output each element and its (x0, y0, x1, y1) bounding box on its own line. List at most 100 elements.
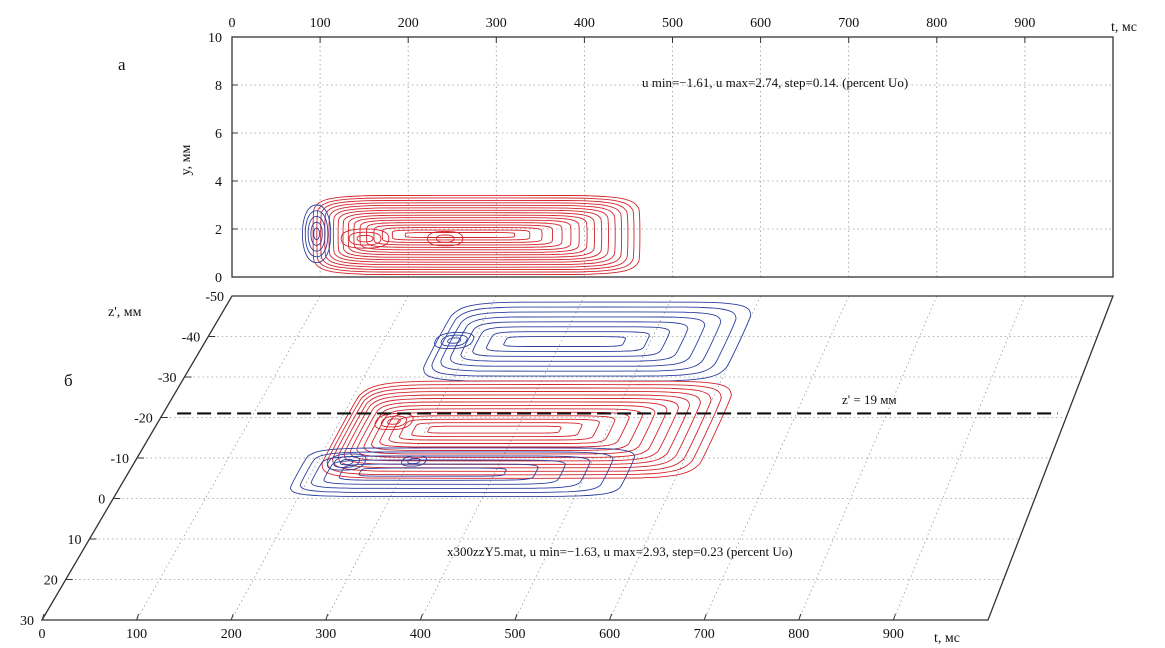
panel-a-x-axis-title: t, мс (1111, 20, 1137, 35)
panel-a-x-tick-label: 100 (310, 16, 331, 31)
panel-a-positive-core (356, 234, 374, 243)
panel-a-y-axis-title: y, мм (179, 144, 194, 175)
panel-b-positive-contour (427, 425, 562, 434)
panel-a-positive-contour (332, 207, 609, 263)
panel-b-x-tick (230, 613, 234, 621)
panel-b-grid-line-t (514, 295, 673, 621)
panel-a-positive-contour (404, 232, 516, 238)
panel-b-lower-negative-contour (338, 463, 539, 481)
panel-b-x-tick-label: 0 (39, 627, 46, 642)
panel-a-x-tick-label: 700 (838, 16, 859, 31)
panel-a-positive-contour (391, 229, 531, 241)
panel-a-positive-core (340, 228, 390, 249)
panel-b-y-tick-label: -30 (158, 371, 177, 386)
panel-b-positive-contour (411, 422, 583, 438)
panel-b-y-tick-label: -10 (110, 452, 129, 467)
panel-a-positive-contour (320, 199, 629, 271)
panel-b-y-tick-label: -40 (182, 331, 201, 346)
panel-b-x-tick (419, 613, 423, 621)
panel-a-positive-core (348, 231, 382, 246)
panel-a-negative-contour (310, 221, 323, 246)
panel-b-x-tick (703, 613, 707, 621)
panel-a-x-tick-label: 0 (229, 16, 236, 31)
panel-a-positive-contour (347, 214, 588, 256)
panel-b-upper-negative-contour (503, 336, 627, 347)
panel-a-positive-contour (353, 217, 580, 253)
panel-b-frame (40, 295, 1114, 621)
panel-b-x-tick (136, 613, 140, 621)
panel-a-positive-contour (316, 197, 635, 273)
panel-b-contours (289, 301, 752, 497)
panel-b-upper-negative-contour (472, 326, 671, 357)
panel-a-positive-core (427, 230, 464, 247)
panel-b-lower-negative-contour (299, 451, 614, 493)
panel-b-x-tick (41, 613, 45, 621)
panel-a-annotation: u min=−1.61, u max=2.74, step=0.14. (per… (642, 75, 908, 90)
panel-b-negative-core (440, 334, 468, 347)
panel-b-positive-contour (398, 418, 600, 441)
panel-b-positive-core (387, 418, 401, 425)
panel-b-positive-contour (363, 404, 656, 455)
panel-a-positive-contour (337, 209, 603, 261)
panel-a-y-tick-label: 0 (215, 271, 222, 286)
panel-b-grid (65, 295, 1098, 621)
panel-a-negative-contour (302, 204, 332, 264)
panel-b-grid-line-t (893, 295, 1026, 621)
panel-b-x-tick (514, 613, 518, 621)
panel-b-x-tick-label: 500 (505, 627, 526, 642)
panel-a-positive-contour (359, 219, 572, 251)
panel-a-x-tick-label: 400 (574, 16, 595, 31)
panel-b-x-tick-label: 700 (694, 627, 715, 642)
panel-b-negative-core (339, 458, 354, 466)
panel-b-x-tick-label: 800 (788, 627, 809, 642)
panel-a-x-tick-label: 900 (1014, 16, 1035, 31)
panel-b-lower-negative-contour (323, 459, 566, 485)
panel-b-x-tick-label: 900 (883, 627, 904, 642)
panel-a-y-tick-label: 6 (215, 127, 222, 142)
panel-a-x-tick-label: 500 (662, 16, 683, 31)
panel-b-positive-contour (349, 397, 680, 462)
panel-b-lower-negative-contour (289, 447, 636, 497)
panel-b-negative-core (434, 331, 475, 350)
panel-b-x-axis-title: t, мс (934, 631, 960, 646)
panel-b-grid-line-t (420, 295, 585, 621)
panel-b-grid-line-t (703, 295, 850, 621)
panel-a-y-tick-label: 2 (215, 223, 222, 238)
panel-a-positive-contour (366, 222, 563, 248)
panel-b-x-tick (892, 613, 896, 621)
panel-b-grid-line-t (798, 295, 938, 621)
panel-b-positive-contour (370, 408, 643, 451)
panel-a-negative-contour (307, 216, 326, 252)
panel-b-positive-contour (326, 384, 722, 476)
panel-b-upper-negative-contour (485, 331, 650, 352)
panel-a-positive-contour (312, 194, 641, 276)
panel-b-y-tick-label: 20 (44, 574, 58, 589)
panel-b-x-tick-label: 200 (221, 627, 242, 642)
panel-b-y-tick-label: -20 (134, 412, 153, 427)
panel-b-letter: б (64, 371, 73, 390)
panel-b-upper-negative-contour (449, 316, 706, 367)
panel-b-x-tick-label: 600 (599, 627, 620, 642)
panel-b-negative-core (401, 455, 427, 467)
reference-line-label: z' = 19 мм (842, 392, 897, 407)
panel-b-negative-core (447, 337, 462, 344)
panel-a-ticks: 0 100 200 300 400 500 600 700 800 900 0 2 4 6 8 10 (208, 16, 1035, 286)
panel-a-positive-contour (373, 224, 554, 246)
panel-b-negative-core (407, 458, 421, 465)
panel-b-grid-line-t (230, 295, 409, 621)
panel-b-positive-contour (337, 391, 701, 469)
panel-b-negative-core (333, 456, 361, 468)
panel-b-upper-negative-contour (423, 301, 752, 382)
panel-a-x-tick-label: 800 (926, 16, 947, 31)
panel-b-x-tick-label: 100 (126, 627, 147, 642)
panel-a-y-tick-label: 10 (208, 31, 222, 46)
panel-a-positive-contour (342, 212, 595, 258)
panel-b-x-tick (798, 613, 802, 621)
panel-b-positive-contour (379, 411, 630, 448)
panel-a-positive-core (435, 234, 455, 243)
panel-b-y-tick-label: 30 (20, 614, 34, 629)
panel-b-y-tick-label: 0 (98, 493, 105, 508)
panel-b-positive-contour (321, 380, 732, 479)
panel-a-positive-contour (381, 227, 543, 243)
panel-b-x-tick-label: 300 (315, 627, 336, 642)
